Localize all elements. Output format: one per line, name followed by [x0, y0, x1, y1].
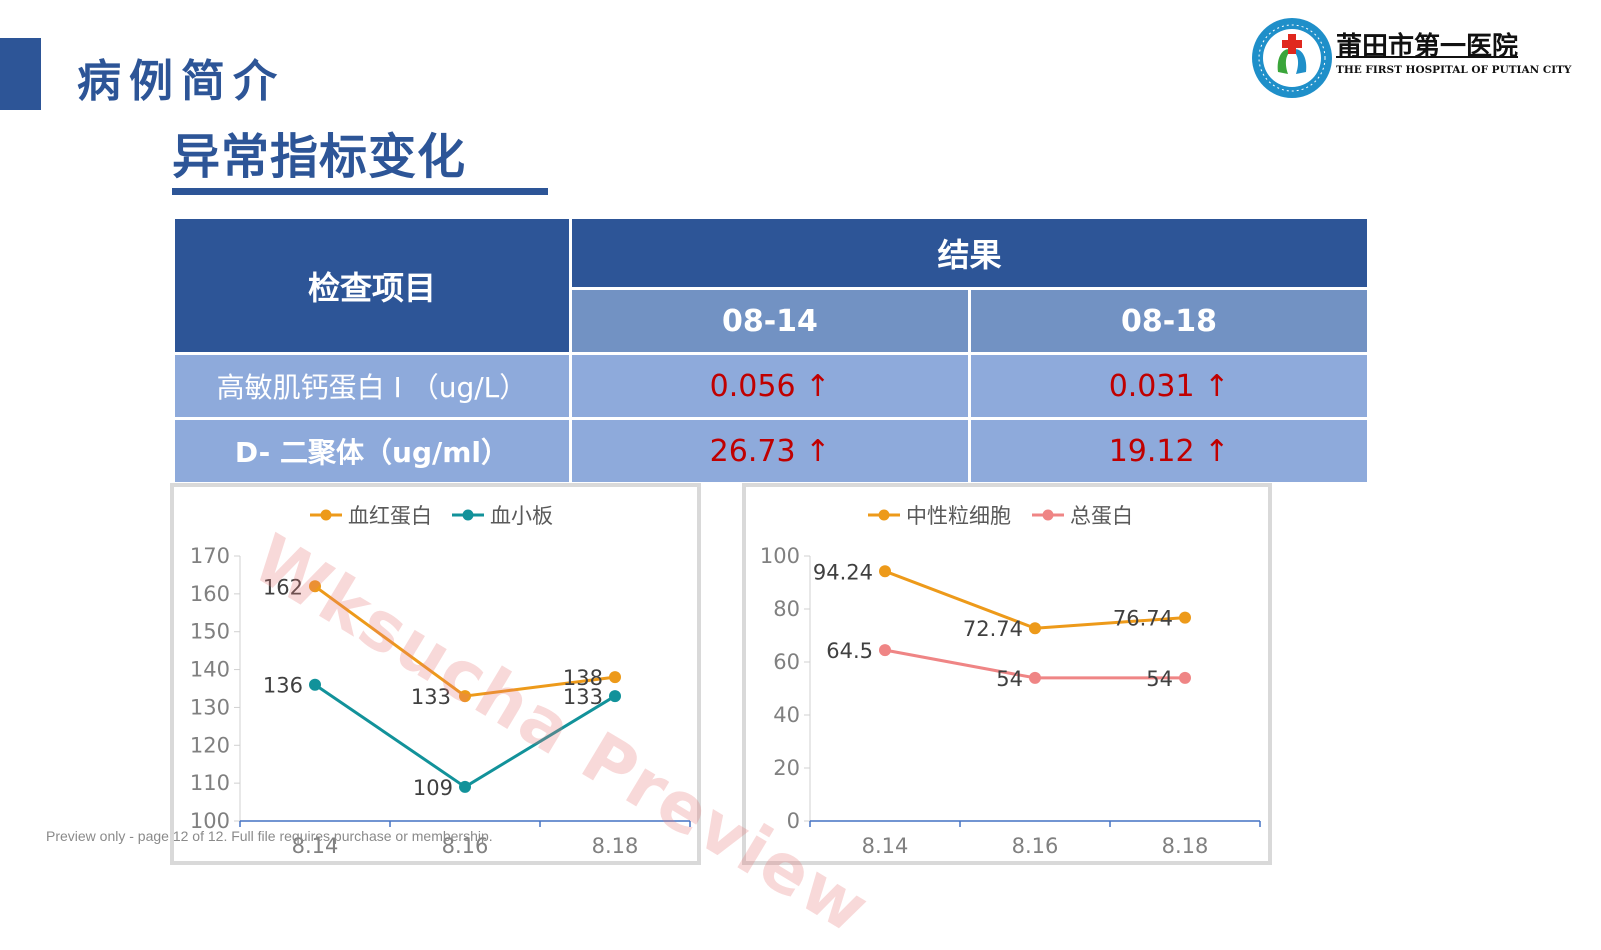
row-value: 19.12 ↑ — [967, 417, 1371, 485]
x-tick-label: 8.18 — [1162, 834, 1209, 858]
chart-svg: 0 20 40 60 80 100 8.14 8.16 8.18 中性粒细胞 总蛋白 94.24 72.… — [760, 504, 1261, 858]
header-date-1: 08-14 — [568, 287, 971, 355]
section-title: 病例简介 — [77, 56, 285, 107]
y-tick-label: 130 — [190, 695, 230, 719]
table-row: D- 二聚体（ug/ml） 26.73 ↑ 19.12 ↑ — [172, 417, 1371, 485]
page-title: 异常指标变化 — [172, 129, 467, 185]
data-point — [309, 580, 321, 593]
x-tick-label: 8.18 — [592, 834, 639, 858]
row-label-d-dimer: D- 二聚体（ug/ml） — [172, 417, 572, 485]
y-tick-label: 160 — [190, 582, 230, 606]
legend-swatch-marker — [1042, 509, 1054, 521]
data-point — [609, 671, 621, 684]
title-underline — [172, 188, 548, 195]
data-point — [1179, 611, 1191, 624]
y-tick-label: 140 — [190, 658, 230, 682]
chart-blood-counts: 100 110 120 130 140 150 160 170 8.14 8.16 8.18 血红蛋白… — [170, 483, 701, 865]
row-value: 0.056 ↑ — [568, 352, 971, 420]
accent-bar — [0, 38, 41, 110]
data-label: 72.74 — [963, 617, 1023, 641]
data-label: 138 — [563, 666, 603, 690]
data-point — [879, 644, 891, 657]
data-label: 133 — [411, 685, 451, 709]
legend-label: 血小板 — [490, 504, 553, 528]
x-tick-label: 8.16 — [442, 834, 489, 858]
hospital-name-en: THE FIRST HOSPITAL OF PUTIAN CITY — [1336, 64, 1572, 76]
data-point — [309, 678, 321, 691]
row-label-troponin: 高敏肌钙蛋白 I （ug/L） — [172, 352, 572, 420]
preview-note: Preview only - page 12 of 12. Full file … — [46, 828, 493, 844]
legend-swatch-marker — [320, 509, 332, 521]
data-label: 64.5 — [826, 639, 873, 663]
data-label: 54 — [1146, 667, 1173, 691]
legend-swatch-marker — [462, 509, 474, 521]
y-tick-label: 110 — [190, 771, 230, 795]
x-tick-label: 8.14 — [862, 834, 909, 858]
y-tick-label: 20 — [773, 756, 800, 780]
data-point — [1029, 622, 1041, 635]
data-point — [459, 780, 471, 793]
y-tick-label: 150 — [190, 620, 230, 644]
chart-neutrophil-protein: 0 20 40 60 80 100 8.14 8.16 8.18 中性粒细胞 总蛋白 94.24 72.… — [742, 483, 1272, 865]
row-value: 0.031 ↑ — [967, 352, 1371, 420]
data-point — [1029, 671, 1041, 684]
data-point — [1179, 671, 1191, 684]
y-tick-label: 100 — [760, 544, 800, 568]
legend-label: 中性粒细胞 — [906, 504, 1011, 528]
legend-swatch-marker — [878, 509, 890, 521]
data-point — [459, 690, 471, 703]
y-tick-label: 60 — [773, 650, 800, 674]
data-point — [609, 690, 621, 703]
header-date-2: 08-18 — [967, 287, 1371, 355]
row-value: 26.73 ↑ — [568, 417, 971, 485]
y-tick-label: 80 — [773, 597, 800, 621]
y-tick-label: 0 — [787, 809, 800, 833]
y-tick-label: 120 — [190, 733, 230, 757]
x-tick-label: 8.16 — [1012, 834, 1059, 858]
hospital-emblem-icon — [1252, 18, 1332, 98]
data-label: 94.24 — [813, 560, 873, 584]
data-label: 54 — [996, 667, 1023, 691]
data-label: 133 — [563, 685, 603, 709]
hospital-name-cn: 莆田市第一医院 — [1336, 32, 1519, 62]
y-tick-label: 40 — [773, 703, 800, 727]
results-table: 检查项目 结果 08-14 08-18 高敏肌钙蛋白 I （ug/L） 0.05… — [172, 216, 1371, 485]
table-row: 高敏肌钙蛋白 I （ug/L） 0.056 ↑ 0.031 ↑ — [172, 352, 1371, 420]
legend-label: 总蛋白 — [1070, 504, 1133, 528]
data-label: 162 — [263, 575, 303, 599]
data-label: 76.74 — [1113, 607, 1173, 631]
legend-label: 血红蛋白 — [348, 504, 432, 528]
header-item: 检查项目 — [172, 216, 572, 355]
y-tick-label: 170 — [190, 544, 230, 568]
x-tick-label: 8.14 — [292, 834, 339, 858]
y-tick-label: 100 — [190, 809, 230, 833]
chart-svg: 100 110 120 130 140 150 160 170 8.14 8.16 8.18 血红蛋白… — [190, 504, 691, 858]
data-point — [879, 565, 891, 578]
data-label: 109 — [413, 776, 453, 800]
data-label: 136 — [263, 674, 303, 698]
header-result: 结果 — [568, 216, 1371, 290]
hospital-logo: 莆田市第一医院 THE FIRST HOSPITAL OF PUTIAN CIT… — [1250, 16, 1571, 100]
